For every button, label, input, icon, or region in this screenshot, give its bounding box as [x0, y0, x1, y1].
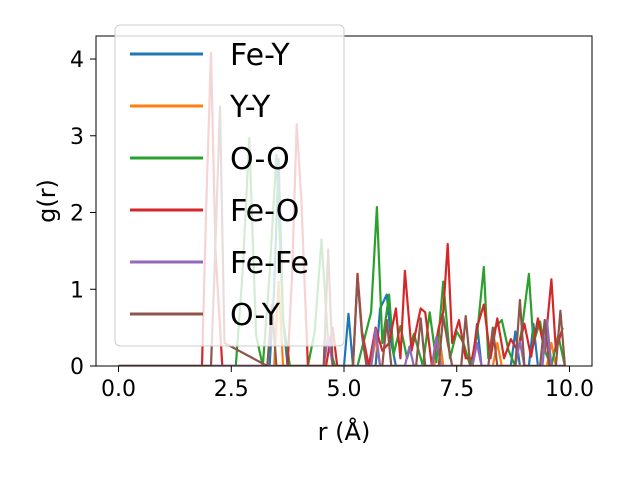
legend-label: Y-Y: [229, 90, 271, 125]
y-tick-label: 3: [70, 125, 84, 150]
y-tick-label: 0: [70, 355, 84, 380]
legend-label: Fe-Y: [230, 38, 290, 73]
x-axis-title: r (Å): [318, 417, 371, 446]
x-tick-label: 0.0: [101, 377, 136, 402]
y-tick-label: 2: [70, 202, 84, 227]
x-tick-label: 7.5: [439, 377, 474, 402]
legend-label: Fe-Fe: [230, 246, 309, 281]
x-axis-ticks: 0.0 2.5 5.0 7.5 10.0: [101, 366, 594, 402]
x-tick-label: 2.5: [214, 377, 249, 402]
x-tick-label: 5.0: [327, 377, 362, 402]
series-line-fe-fe: [118, 318, 565, 366]
y-axis-ticks: 0 1 2 3 4: [70, 48, 96, 380]
legend-label: O-O: [230, 142, 290, 177]
legend-label: Fe-O: [230, 194, 299, 229]
y-tick-label: 4: [70, 48, 84, 73]
y-tick-label: 1: [70, 278, 84, 303]
legend: Fe-Y Y-Y O-O Fe-O Fe-Fe O-Y: [114, 24, 345, 347]
y-axis-title: g(r): [33, 179, 61, 223]
legend-label: O-Y: [230, 298, 281, 333]
x-tick-label: 10.0: [545, 377, 594, 402]
